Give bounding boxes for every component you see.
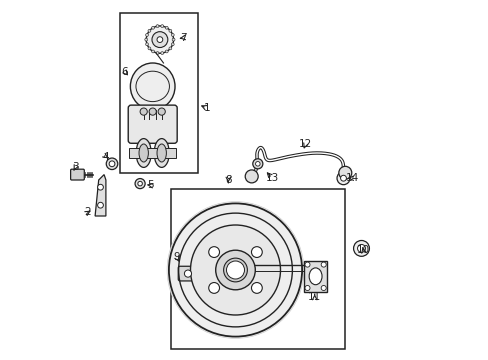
Text: 8: 8: [224, 175, 231, 185]
Bar: [303, 261, 326, 292]
Circle shape: [158, 108, 165, 115]
Circle shape: [353, 240, 368, 256]
Circle shape: [251, 247, 262, 257]
Bar: [170, 189, 345, 349]
Circle shape: [165, 26, 168, 29]
Circle shape: [255, 162, 260, 166]
Circle shape: [340, 175, 346, 181]
Ellipse shape: [139, 144, 148, 162]
Circle shape: [321, 262, 325, 267]
Circle shape: [146, 26, 173, 53]
FancyBboxPatch shape: [128, 105, 177, 143]
Circle shape: [252, 159, 263, 169]
Circle shape: [167, 202, 303, 338]
Text: 6: 6: [122, 67, 128, 77]
Circle shape: [168, 47, 171, 50]
Circle shape: [338, 166, 351, 179]
Circle shape: [156, 51, 159, 54]
Text: 3: 3: [72, 162, 79, 172]
Polygon shape: [95, 175, 106, 216]
Text: 14: 14: [345, 173, 358, 183]
Circle shape: [109, 161, 115, 167]
Circle shape: [171, 43, 174, 46]
Ellipse shape: [154, 139, 169, 167]
Circle shape: [144, 38, 147, 41]
Text: 11: 11: [307, 292, 321, 302]
Circle shape: [357, 244, 365, 252]
Circle shape: [244, 170, 258, 183]
Circle shape: [157, 37, 163, 42]
Circle shape: [168, 203, 302, 337]
Circle shape: [145, 33, 148, 36]
Circle shape: [98, 184, 103, 190]
Circle shape: [321, 285, 325, 291]
Bar: [129, 148, 176, 158]
Circle shape: [226, 261, 244, 279]
Circle shape: [251, 283, 262, 293]
Circle shape: [223, 258, 247, 282]
Circle shape: [151, 26, 154, 29]
Circle shape: [305, 285, 309, 291]
Text: 9: 9: [173, 252, 180, 262]
Text: 12: 12: [299, 139, 312, 149]
Text: 4: 4: [102, 152, 109, 162]
Circle shape: [135, 179, 145, 189]
Text: 7: 7: [180, 33, 186, 43]
Circle shape: [190, 225, 280, 315]
Circle shape: [171, 33, 174, 36]
Circle shape: [145, 43, 148, 46]
FancyBboxPatch shape: [70, 169, 84, 180]
Text: 1: 1: [203, 103, 209, 113]
Circle shape: [148, 30, 151, 32]
Circle shape: [208, 247, 219, 257]
Ellipse shape: [130, 63, 175, 110]
Ellipse shape: [308, 268, 322, 285]
Ellipse shape: [136, 139, 151, 167]
Circle shape: [152, 32, 167, 48]
Ellipse shape: [157, 144, 166, 162]
Circle shape: [140, 108, 147, 115]
Circle shape: [98, 202, 103, 208]
Circle shape: [208, 283, 219, 293]
Bar: [120, 13, 197, 173]
Text: 10: 10: [356, 245, 369, 255]
Circle shape: [305, 262, 309, 267]
Circle shape: [215, 250, 255, 290]
Text: 13: 13: [265, 173, 278, 183]
Circle shape: [172, 38, 175, 41]
Circle shape: [336, 172, 349, 185]
Circle shape: [161, 51, 163, 54]
Circle shape: [161, 25, 163, 28]
Circle shape: [151, 50, 154, 53]
Circle shape: [138, 181, 142, 186]
Circle shape: [165, 50, 168, 53]
Circle shape: [106, 158, 118, 170]
Text: 2: 2: [84, 207, 91, 217]
FancyBboxPatch shape: [178, 266, 197, 281]
Text: 5: 5: [147, 180, 154, 190]
Circle shape: [184, 270, 191, 277]
Circle shape: [148, 47, 151, 50]
Circle shape: [156, 25, 159, 28]
Circle shape: [149, 108, 156, 115]
Circle shape: [168, 30, 171, 32]
